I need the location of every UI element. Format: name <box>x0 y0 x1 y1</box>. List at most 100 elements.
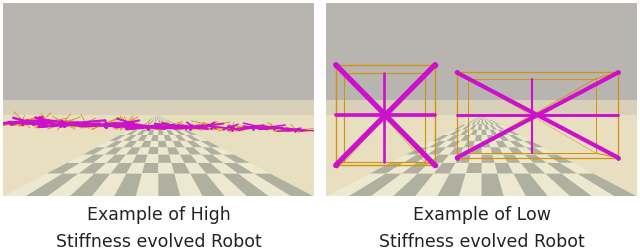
Polygon shape <box>70 174 111 197</box>
Polygon shape <box>190 174 225 197</box>
Polygon shape <box>497 174 526 197</box>
Polygon shape <box>159 148 169 155</box>
Polygon shape <box>166 130 175 135</box>
Polygon shape <box>468 135 476 141</box>
Polygon shape <box>178 130 191 135</box>
Polygon shape <box>157 116 159 120</box>
Polygon shape <box>561 174 614 197</box>
Polygon shape <box>211 163 238 174</box>
Polygon shape <box>434 163 456 174</box>
Polygon shape <box>143 125 150 130</box>
Polygon shape <box>481 135 488 141</box>
Polygon shape <box>174 125 186 130</box>
Polygon shape <box>159 116 167 120</box>
Polygon shape <box>483 120 487 125</box>
Polygon shape <box>137 130 147 135</box>
Polygon shape <box>487 125 493 130</box>
Polygon shape <box>145 155 159 163</box>
Polygon shape <box>463 120 474 125</box>
Polygon shape <box>156 116 159 120</box>
Polygon shape <box>481 125 486 130</box>
Polygon shape <box>152 135 159 141</box>
Polygon shape <box>143 120 152 125</box>
Polygon shape <box>186 141 202 148</box>
Polygon shape <box>163 120 172 125</box>
Polygon shape <box>490 130 498 135</box>
Polygon shape <box>545 174 593 197</box>
Text: Example of High: Example of High <box>86 205 230 223</box>
Polygon shape <box>161 120 166 125</box>
Polygon shape <box>198 163 222 174</box>
Polygon shape <box>497 130 509 135</box>
Polygon shape <box>440 135 454 141</box>
Polygon shape <box>481 116 485 120</box>
Polygon shape <box>159 120 161 125</box>
Polygon shape <box>143 163 159 174</box>
Polygon shape <box>466 120 476 125</box>
Polygon shape <box>461 135 471 141</box>
Polygon shape <box>159 120 164 125</box>
Polygon shape <box>516 148 535 155</box>
Polygon shape <box>503 155 521 163</box>
Polygon shape <box>180 155 198 163</box>
Polygon shape <box>182 130 196 135</box>
Polygon shape <box>478 116 481 120</box>
Polygon shape <box>481 116 486 120</box>
Polygon shape <box>415 174 450 197</box>
Polygon shape <box>516 141 534 148</box>
Polygon shape <box>159 174 180 197</box>
Polygon shape <box>403 155 428 163</box>
Polygon shape <box>481 116 490 120</box>
Polygon shape <box>476 120 481 125</box>
Polygon shape <box>514 135 531 141</box>
Polygon shape <box>126 148 141 155</box>
Polygon shape <box>449 130 462 135</box>
Polygon shape <box>152 116 159 120</box>
Polygon shape <box>508 148 525 155</box>
Polygon shape <box>136 174 159 197</box>
Polygon shape <box>393 174 434 197</box>
Polygon shape <box>126 130 139 135</box>
Polygon shape <box>150 116 159 120</box>
Polygon shape <box>502 141 516 148</box>
Polygon shape <box>222 174 269 197</box>
Polygon shape <box>180 135 193 141</box>
Polygon shape <box>577 174 637 197</box>
Polygon shape <box>3 174 63 197</box>
Polygon shape <box>534 148 557 155</box>
Text: Example of Low: Example of Low <box>413 205 550 223</box>
Polygon shape <box>497 125 509 130</box>
Polygon shape <box>460 130 470 135</box>
Polygon shape <box>471 148 481 155</box>
Polygon shape <box>67 155 94 163</box>
Polygon shape <box>524 141 543 148</box>
Polygon shape <box>326 116 637 197</box>
Polygon shape <box>474 125 479 130</box>
Polygon shape <box>479 120 481 125</box>
Polygon shape <box>481 116 483 120</box>
Polygon shape <box>521 163 545 174</box>
Polygon shape <box>145 120 154 125</box>
Polygon shape <box>159 116 166 120</box>
Polygon shape <box>509 141 525 148</box>
Polygon shape <box>479 116 481 120</box>
Polygon shape <box>420 141 440 148</box>
Polygon shape <box>466 125 474 130</box>
Polygon shape <box>481 141 490 148</box>
Polygon shape <box>162 120 169 125</box>
Polygon shape <box>429 141 447 148</box>
Polygon shape <box>159 116 161 120</box>
Polygon shape <box>164 135 172 141</box>
Polygon shape <box>150 141 159 148</box>
Polygon shape <box>429 155 449 163</box>
Polygon shape <box>95 163 119 174</box>
Polygon shape <box>172 163 190 174</box>
Polygon shape <box>172 125 182 130</box>
Polygon shape <box>449 148 464 155</box>
Polygon shape <box>212 155 237 163</box>
Polygon shape <box>486 120 495 125</box>
Polygon shape <box>159 116 162 120</box>
Polygon shape <box>490 148 503 155</box>
Polygon shape <box>390 155 417 163</box>
Polygon shape <box>254 174 314 197</box>
